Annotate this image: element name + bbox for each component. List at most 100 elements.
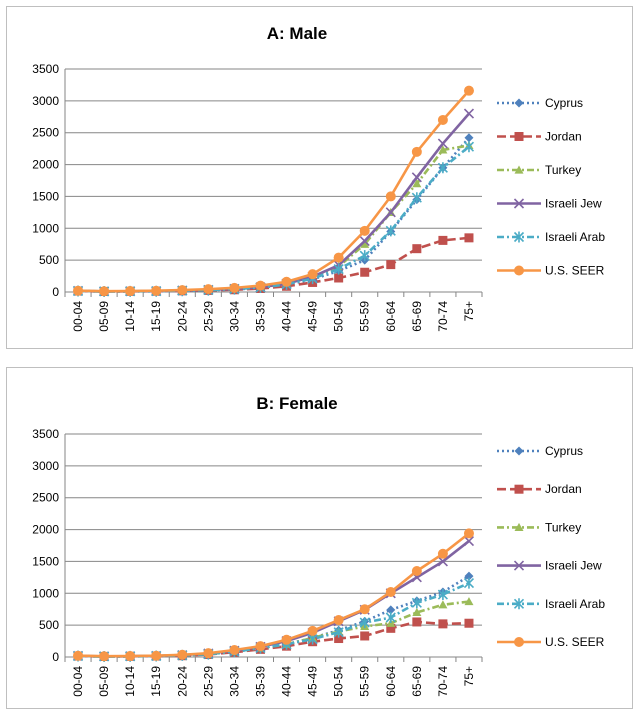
legend-entry: Israeli Arab [497,597,605,611]
data-point [411,597,422,609]
legend-entry: Cyprus [497,444,583,458]
data-point [463,108,475,119]
x-tick-label: 45-49 [306,301,320,332]
data-point [437,548,448,559]
data-point [307,625,318,636]
legend-marker [513,560,525,571]
data-point [333,252,344,263]
x-tick-label: 40-44 [280,666,294,697]
y-tick-label: 500 [39,253,59,267]
data-point [360,267,370,277]
legend-marker [513,198,525,209]
series-turkey [73,140,474,295]
legend-entry: Cyprus [497,96,583,110]
x-tick-label: 50-54 [332,666,346,697]
data-point [463,528,474,539]
chart-panel-male: A: Male 0 500 1000 1500 2000 2500 3000 3500 00-0… [6,6,633,349]
female-chart-svg: B: Female 0 500 1000 1500 2000 2500 3000 3500 00… [32,394,605,697]
data-point [359,235,370,247]
data-point [463,85,474,96]
data-point [99,286,110,297]
legend-marker [514,265,524,276]
y-tick-label: 0 [52,650,59,664]
data-point [464,133,474,143]
legend-entry: U.S. SEER [497,264,605,278]
male-chart-svg: A: Male 0 500 1000 1500 2000 2500 3000 3500 00-0… [32,24,605,332]
data-point [386,623,396,633]
x-tick-label: 60-64 [384,666,398,697]
data-point [333,626,344,638]
y-tick-label: 2000 [32,523,59,537]
x-tick-label: 65-69 [410,301,424,332]
data-point [73,650,84,661]
legend-label: Cyprus [545,444,583,458]
legend-marker [514,484,524,494]
data-point [411,172,422,183]
data-point [334,273,344,283]
legend-entry: Israeli Jew [497,559,602,573]
data-point [385,207,396,218]
x-tick-label: 20-24 [175,301,189,332]
x-tick-label: 55-59 [358,301,372,332]
y-tick-label: 1000 [32,586,59,600]
y-tick-label: 1500 [32,189,59,203]
data-point [411,146,422,157]
legend-marker [514,132,524,141]
x-tick-label: 30-34 [227,301,241,332]
chart-title: B: Female [256,394,337,413]
data-point [359,250,370,262]
data-point [385,611,396,623]
y-tick-label: 3000 [32,94,59,108]
legend-label: Jordan [545,130,582,144]
data-point [437,556,448,567]
y-tick-label: 3500 [32,427,59,441]
x-tick-label: 35-39 [253,666,267,697]
data-point [437,162,448,174]
x-tick-label: 60-64 [384,301,398,332]
data-point [411,565,422,576]
x-tick-label: 70-74 [436,666,450,697]
legend-label: U.S. SEER [545,264,605,278]
data-point [464,597,474,606]
legend-label: U.S. SEER [545,635,605,649]
legend-label: Cyprus [545,96,583,110]
y-tick-label: 3500 [32,62,59,76]
legend-label: Israeli Arab [545,597,605,611]
legend-entry: Jordan [497,482,582,496]
legend-entry: Turkey [497,163,581,177]
x-tick-label: 65-69 [410,666,424,697]
legend-entry: Turkey [497,520,581,534]
legend-entry: Jordan [497,130,582,144]
series-line [78,145,470,293]
data-point [386,605,396,615]
data-point [464,571,474,581]
data-point [385,225,396,237]
data-point [281,276,292,287]
data-point [99,651,110,662]
x-tick-label: 30-34 [227,666,241,697]
y-tick-label: 2500 [32,491,59,505]
legend-label: Turkey [545,163,581,177]
x-tick-label: 15-19 [149,666,163,697]
data-point [437,138,448,149]
legend-marker [514,637,524,647]
series-u-s-seer [73,528,474,662]
data-point [281,634,292,645]
x-tick-label: 00-04 [71,666,85,697]
x-tick-label: 35-39 [253,301,267,332]
data-point [334,634,344,644]
x-tick-label: 40-44 [280,301,294,332]
x-tick-label: 10-14 [123,666,137,697]
data-point [411,192,422,204]
series-line [78,144,470,293]
data-point [125,286,136,297]
data-point [385,587,396,598]
data-point [437,114,448,125]
y-tick-label: 2000 [32,158,59,172]
data-point [333,615,344,626]
series-u-s-seer [73,85,474,297]
x-tick-label: 70-74 [436,301,450,332]
data-point [177,649,188,660]
data-point [464,618,474,628]
data-point [177,285,188,296]
